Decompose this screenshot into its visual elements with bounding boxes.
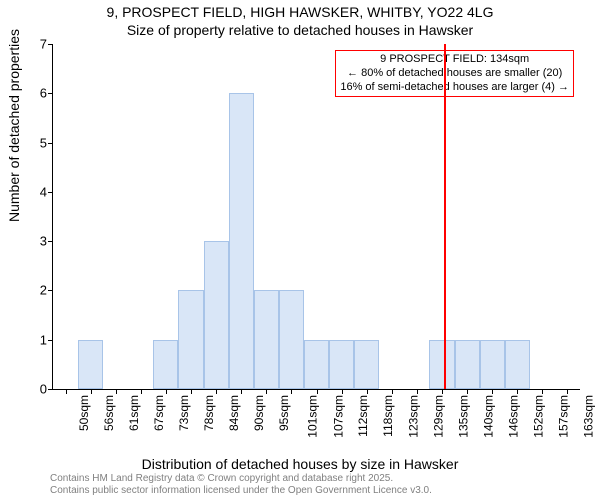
bar: [78, 340, 103, 389]
x-tick-label: 73sqm: [177, 395, 191, 431]
x-tick-mark: [216, 389, 217, 394]
x-tick-label: 78sqm: [202, 395, 216, 431]
x-tick-label: 67sqm: [152, 395, 166, 431]
bar: [304, 340, 329, 389]
y-tick-mark: [48, 389, 53, 390]
y-tick-label: 4: [40, 184, 47, 199]
annotation-box: 9 PROSPECT FIELD: 134sqm ← 80% of detach…: [335, 50, 574, 97]
bar: [153, 340, 178, 389]
x-tick-mark: [191, 389, 192, 394]
x-tick-label: 123sqm: [406, 395, 420, 438]
x-tick-label: 129sqm: [431, 395, 445, 438]
x-tick-label: 118sqm: [381, 395, 395, 437]
x-tick-mark: [317, 389, 318, 394]
x-tick-label: 157sqm: [557, 395, 571, 438]
bar: [354, 340, 379, 389]
bar: [229, 93, 254, 389]
y-tick-mark: [48, 143, 53, 144]
x-tick-label: 95sqm: [277, 395, 291, 431]
annotation-line-1: 9 PROSPECT FIELD: 134sqm: [340, 53, 569, 67]
x-tick-label: 101sqm: [306, 395, 320, 438]
bar: [254, 290, 279, 389]
footer-attribution: Contains HM Land Registry data © Crown c…: [50, 473, 432, 496]
y-tick-label: 3: [40, 234, 47, 249]
x-tick-mark: [442, 389, 443, 394]
bar: [178, 290, 203, 389]
plot-area: 9 PROSPECT FIELD: 134sqm ← 80% of detach…: [52, 44, 580, 390]
x-tick-mark: [241, 389, 242, 394]
y-tick-mark: [48, 340, 53, 341]
bar: [329, 340, 354, 389]
chart-container: 9, PROSPECT FIELD, HIGH HAWSKER, WHITBY,…: [0, 0, 600, 500]
x-tick-label: 146sqm: [507, 395, 521, 438]
x-tick-label: 50sqm: [77, 395, 91, 431]
bar: [455, 340, 480, 389]
x-tick-mark: [492, 389, 493, 394]
y-tick-label: 6: [40, 86, 47, 101]
x-tick-mark: [567, 389, 568, 394]
x-tick-mark: [392, 389, 393, 394]
bar: [279, 290, 304, 389]
x-tick-mark: [141, 389, 142, 394]
x-tick-mark: [417, 389, 418, 394]
bar: [204, 241, 229, 389]
bar: [505, 340, 530, 389]
y-tick-mark: [48, 44, 53, 45]
y-tick-label: 1: [40, 332, 47, 347]
x-tick-mark: [116, 389, 117, 394]
x-tick-mark: [467, 389, 468, 394]
x-tick-mark: [342, 389, 343, 394]
y-axis-label: Number of detached properties: [6, 29, 22, 222]
x-axis-label: Distribution of detached houses by size …: [0, 456, 600, 472]
y-tick-mark: [48, 192, 53, 193]
y-tick-mark: [48, 93, 53, 94]
y-tick-mark: [48, 241, 53, 242]
title-line-2: Size of property relative to detached ho…: [0, 22, 600, 40]
x-tick-mark: [166, 389, 167, 394]
x-tick-mark: [367, 389, 368, 394]
x-tick-label: 56sqm: [102, 395, 116, 431]
bar: [480, 340, 505, 389]
x-tick-label: 152sqm: [532, 395, 546, 438]
bar: [429, 340, 454, 389]
x-tick-label: 61sqm: [127, 395, 141, 431]
x-tick-mark: [517, 389, 518, 394]
x-tick-mark: [66, 389, 67, 394]
annotation-line-2: ← 80% of detached houses are smaller (20…: [340, 67, 569, 81]
x-tick-label: 107sqm: [331, 395, 345, 438]
x-tick-mark: [542, 389, 543, 394]
x-tick-label: 84sqm: [227, 395, 241, 431]
y-tick-mark: [48, 290, 53, 291]
x-tick-mark: [266, 389, 267, 394]
y-tick-label: 7: [40, 37, 47, 52]
x-tick-mark: [291, 389, 292, 394]
marker-line: [444, 44, 446, 389]
x-tick-label: 140sqm: [481, 395, 495, 438]
x-tick-label: 163sqm: [582, 395, 596, 438]
y-tick-label: 0: [40, 382, 47, 397]
x-tick-label: 112sqm: [356, 395, 370, 437]
y-tick-label: 5: [40, 135, 47, 150]
footer-line-1: Contains HM Land Registry data © Crown c…: [50, 473, 432, 485]
annotation-line-3: 16% of semi-detached houses are larger (…: [340, 81, 569, 95]
footer-line-2: Contains public sector information licen…: [50, 485, 432, 497]
x-tick-label: 135sqm: [456, 395, 470, 438]
title-block: 9, PROSPECT FIELD, HIGH HAWSKER, WHITBY,…: [0, 4, 600, 39]
x-tick-mark: [91, 389, 92, 394]
title-line-1: 9, PROSPECT FIELD, HIGH HAWSKER, WHITBY,…: [0, 4, 600, 22]
x-tick-label: 90sqm: [252, 395, 266, 431]
y-tick-label: 2: [40, 283, 47, 298]
